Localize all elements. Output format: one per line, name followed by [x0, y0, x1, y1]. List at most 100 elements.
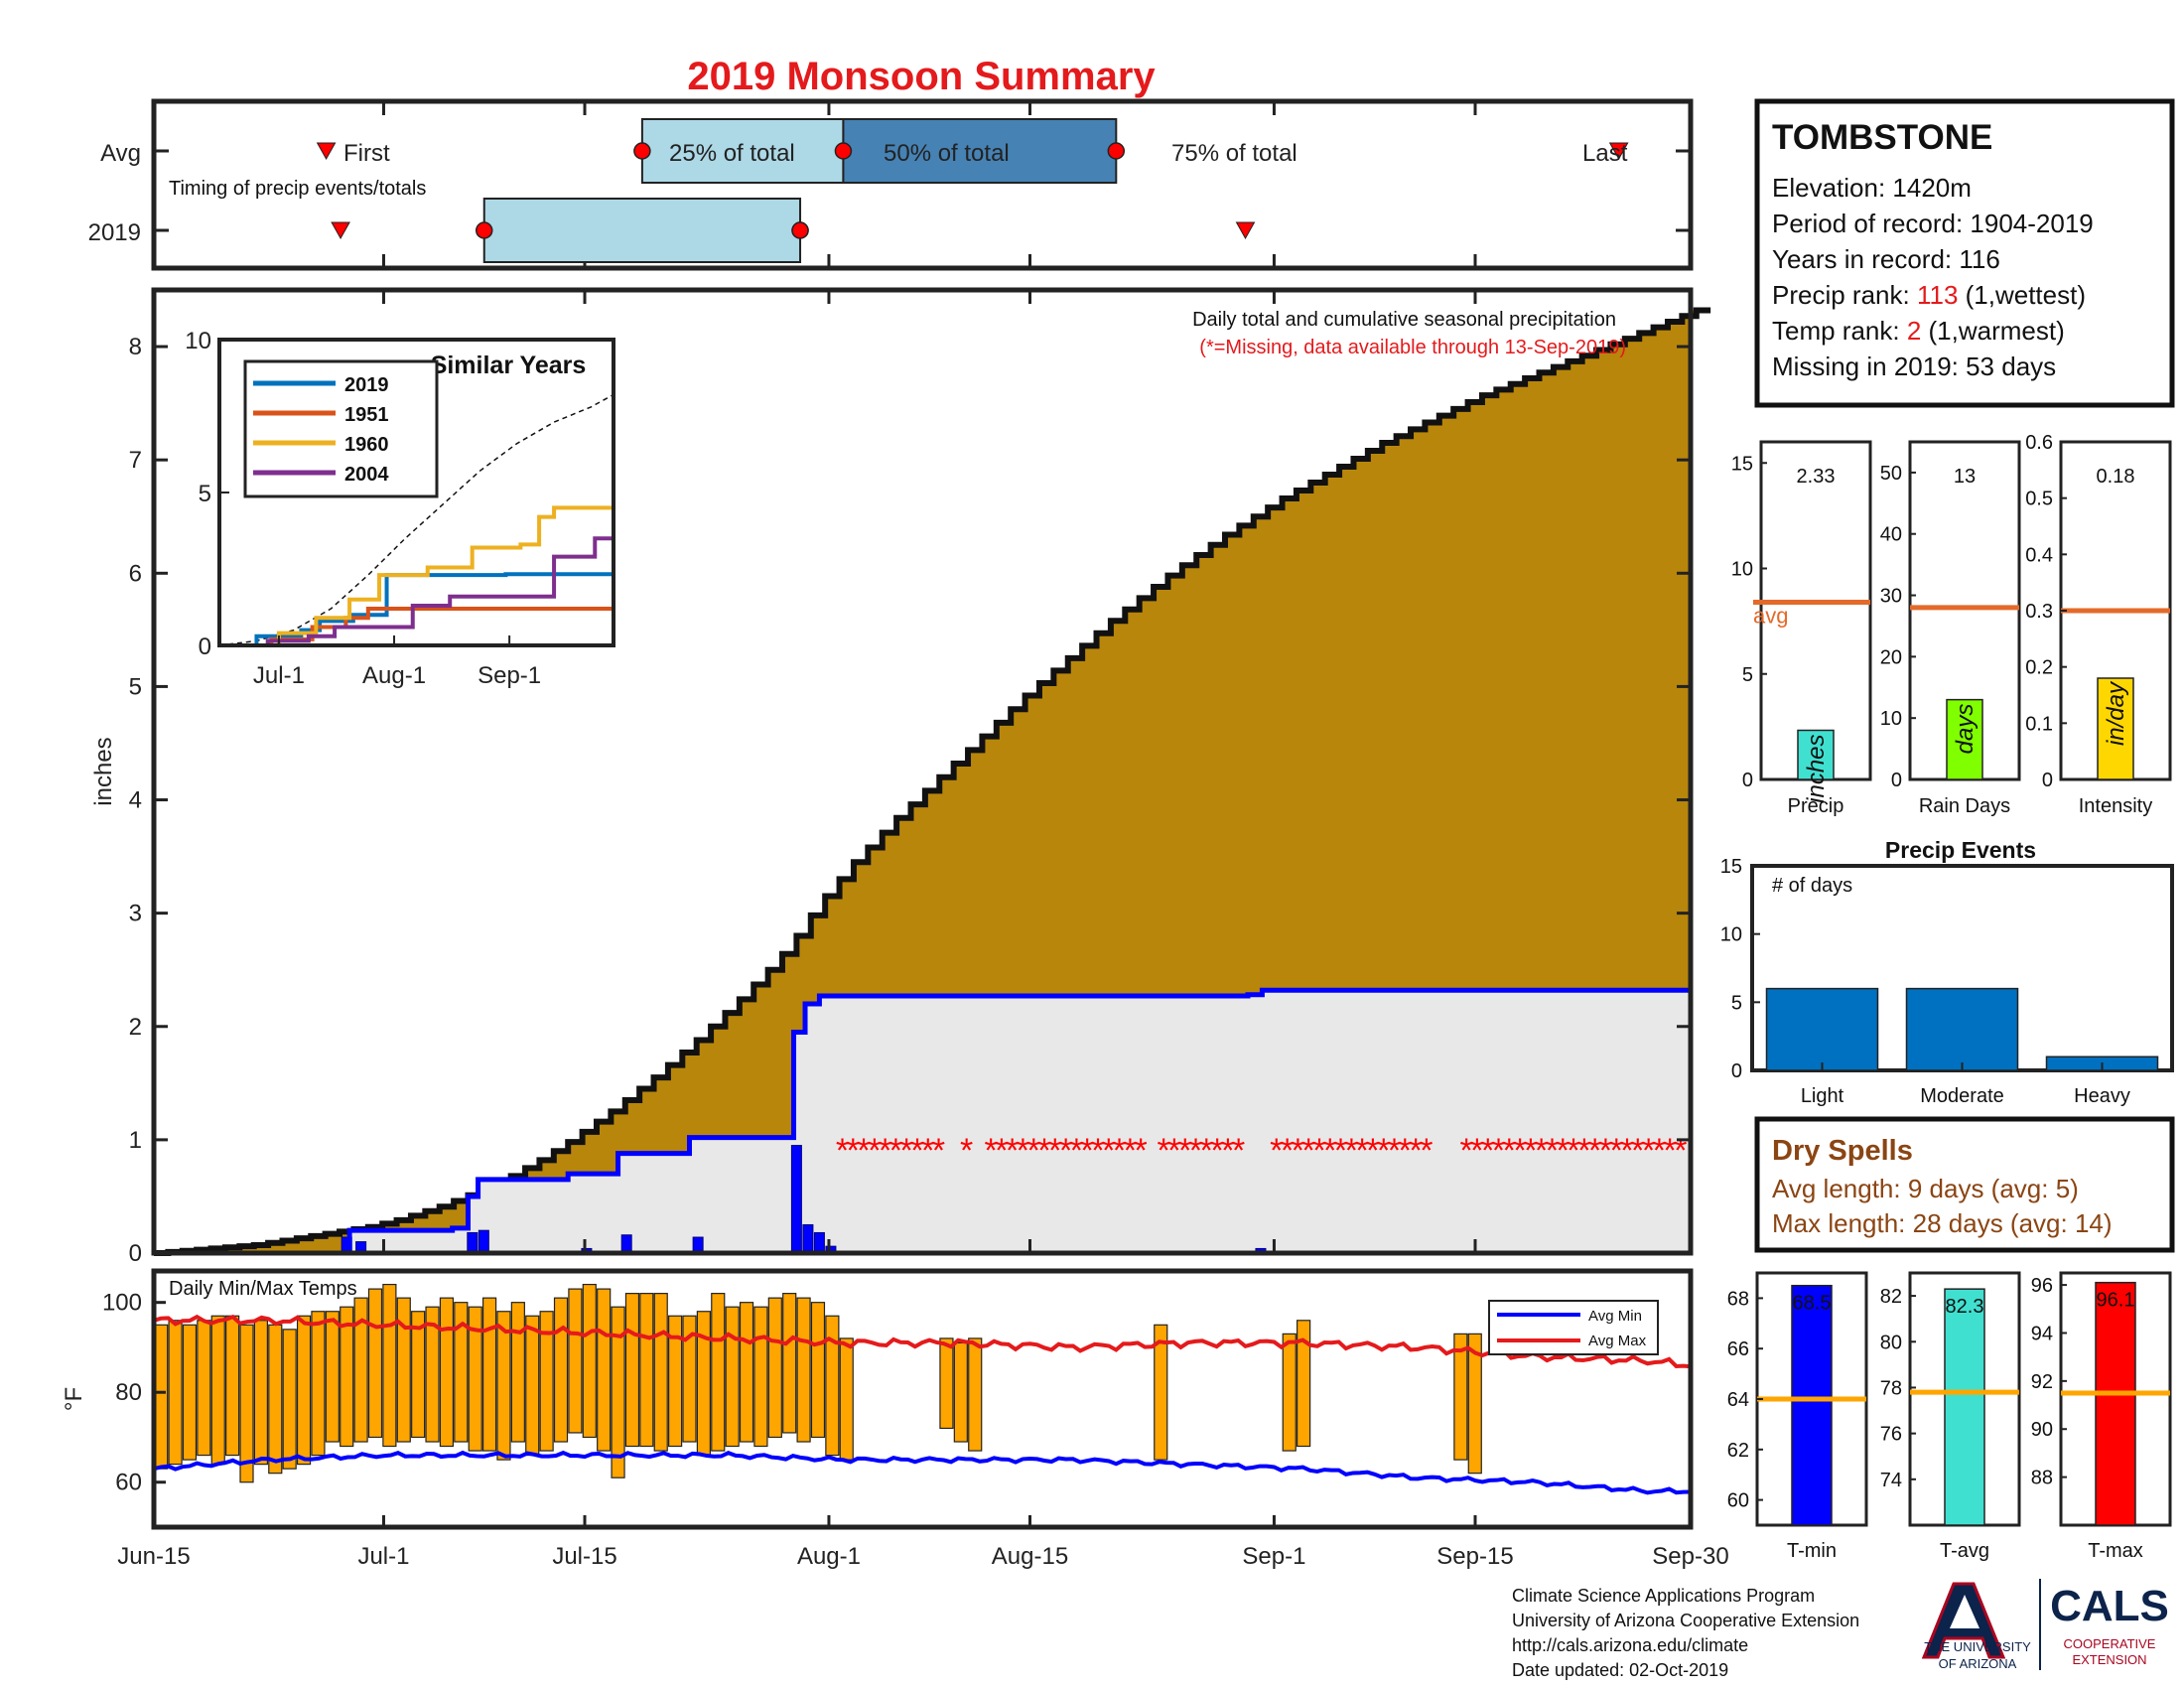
inset-legend-label: 2004	[344, 464, 389, 486]
daily-temp-bar	[225, 1315, 240, 1457]
events-y-tick-label: 0	[1731, 1060, 1742, 1082]
seasonal-unit-label: in/day	[2103, 680, 2129, 746]
timing-label-first: First	[343, 140, 390, 167]
temp-y-tick-label: 74	[1880, 1470, 1902, 1491]
timing-label-p25: 25% of total	[669, 140, 795, 167]
timing-percentile-dot	[633, 142, 651, 160]
missing-marker: *	[1302, 1132, 1315, 1170]
daily-temp-bar	[496, 1311, 511, 1461]
date-tick-label: Jul-15	[552, 1543, 616, 1570]
missing-marker: *	[932, 1132, 945, 1170]
missing-marker: *	[1059, 1132, 1072, 1170]
events-y-tick-label: 15	[1720, 856, 1742, 878]
avg-cumulative-step-line	[154, 307, 1711, 1256]
inset-title: Similar Years	[431, 352, 587, 379]
station-temp-rank: Temp rank: 2 (1,warmest)	[1772, 316, 2065, 346]
main-y-tick-label: 4	[129, 787, 142, 814]
missing-marker: *	[1312, 1132, 1325, 1170]
seasonal-y-tick-label: 0.3	[2025, 601, 2053, 623]
missing-marker: *	[1281, 1132, 1294, 1170]
daily-temp-bar	[611, 1306, 625, 1478]
inset-legend-label: 1960	[344, 434, 389, 456]
seasonal-y-tick-label: 40	[1880, 524, 1902, 546]
missing-marker: *	[1210, 1132, 1223, 1170]
daily-temp-bar	[525, 1315, 540, 1457]
seasonal-bar-in/day	[2097, 677, 2134, 780]
missing-marker: *	[1557, 1132, 1570, 1170]
daily-temp-bar	[510, 1302, 525, 1443]
legend-avg-min-label: Avg Min	[1588, 1308, 1642, 1325]
daily-temp-bar	[653, 1293, 668, 1452]
temp-rank-value: 2	[1907, 316, 1921, 346]
daily-temps-chart: 60 80 100 Daily Min/Max Temps °F Avg Min A…	[61, 1268, 1694, 1530]
temp-y-tick-label: 80	[1880, 1332, 1902, 1353]
daily-temp-bar	[253, 1320, 268, 1466]
events-category-label: Light	[1801, 1085, 1844, 1107]
missing-marker: *	[960, 1132, 973, 1170]
daily-temp-bar	[1453, 1333, 1468, 1461]
daily-temp-bar	[753, 1306, 768, 1448]
missing-marker: *	[1513, 1132, 1526, 1170]
missing-marker: *	[1588, 1132, 1601, 1170]
main-y-tick-label: 2	[129, 1014, 142, 1041]
missing-marker: *	[1200, 1132, 1213, 1170]
daily-temp-bar	[682, 1315, 697, 1443]
daily-temp-bar	[1282, 1333, 1297, 1452]
dry-spells-frame	[1754, 1116, 2175, 1253]
inset-x-tick-label: Jul-1	[253, 662, 305, 689]
observed-cumulative-line	[154, 987, 1691, 1256]
missing-marker: *	[1664, 1132, 1677, 1170]
daily-temp-bar	[711, 1293, 726, 1452]
station-elevation: Elevation: 1420m	[1772, 173, 1972, 203]
missing-marker: *	[868, 1132, 881, 1170]
temp-bar-t-min	[1791, 1284, 1833, 1526]
missing-marker: *	[1027, 1132, 1040, 1170]
daily-temp-bar	[968, 1337, 983, 1452]
events-category-label: Moderate	[1920, 1085, 2004, 1107]
missing-marker: *	[1653, 1132, 1666, 1170]
precip-rank-suffix: (1,wettest)	[1958, 280, 2086, 310]
temp-y-tick-label: 88	[2031, 1468, 2053, 1489]
date-tick-label: Sep-15	[1436, 1543, 1513, 1570]
daily-precip-bar	[790, 1145, 802, 1254]
missing-marker: *	[1091, 1132, 1104, 1170]
event-marks: Light Moderate Heavy 0 5 10 15	[1720, 856, 2159, 1107]
daily-temp-bar	[411, 1311, 426, 1439]
inset-y-tick-label: 5	[199, 481, 211, 507]
missing-marker: *	[1334, 1132, 1347, 1170]
station-missing: Missing in 2019: 53 days	[1772, 352, 2056, 381]
seasonal-y-tick-label: 0.1	[2025, 713, 2053, 735]
missing-marker: *	[921, 1132, 934, 1170]
seasonal-y-tick-label: 15	[1731, 453, 1753, 475]
daily-temp-bar	[425, 1306, 440, 1443]
page-title: 2019 Monsoon Summary	[687, 55, 1156, 98]
missing-marker: *	[1081, 1132, 1094, 1170]
seasonal-panel-label: Precip	[1788, 795, 1844, 817]
missing-marker: *	[1178, 1132, 1191, 1170]
daily-temp-bar	[1154, 1324, 1168, 1461]
missing-marker: *	[1006, 1132, 1019, 1170]
seasonal-y-tick-label: 0	[2042, 770, 2053, 791]
temp-value-label: 68.5	[1793, 1293, 1832, 1315]
main-precip-chart: ********** * *************** ******** ******…	[90, 287, 1711, 1267]
daily-temp-bar	[239, 1324, 254, 1483]
daily-temp-bar	[582, 1283, 597, 1439]
seasonal-bar-inches	[1797, 729, 1835, 780]
events-y-tick-label: 10	[1720, 924, 1742, 946]
missing-marker: *	[857, 1132, 870, 1170]
footer-line-4: Date updated: 02-Oct-2019	[1512, 1660, 1728, 1680]
similar-years-inset: 0 5 10 Jul-1 Aug-1 Sep-1 Similar Years 2019 19…	[185, 328, 615, 689]
main-chart-title: Daily total and cumulative seasonal prec…	[1192, 309, 1616, 331]
cals-logo: CALS	[2050, 1582, 2169, 1630]
daily-temp-bar	[168, 1320, 183, 1466]
legend-avg-max-label: Avg Max	[1588, 1333, 1647, 1349]
inset-legend-label: 2019	[344, 374, 389, 396]
daily-temp-bar	[825, 1315, 840, 1457]
events-annotation: # of days	[1772, 875, 1852, 897]
seasonal-y-tick-label: 50	[1880, 463, 1902, 485]
inset-y-tick-label: 0	[199, 633, 211, 660]
inset-series-line-2019	[219, 572, 614, 647]
seasonal-y-tick-label: 5	[1742, 664, 1753, 686]
daily-temp-bar	[782, 1293, 797, 1434]
